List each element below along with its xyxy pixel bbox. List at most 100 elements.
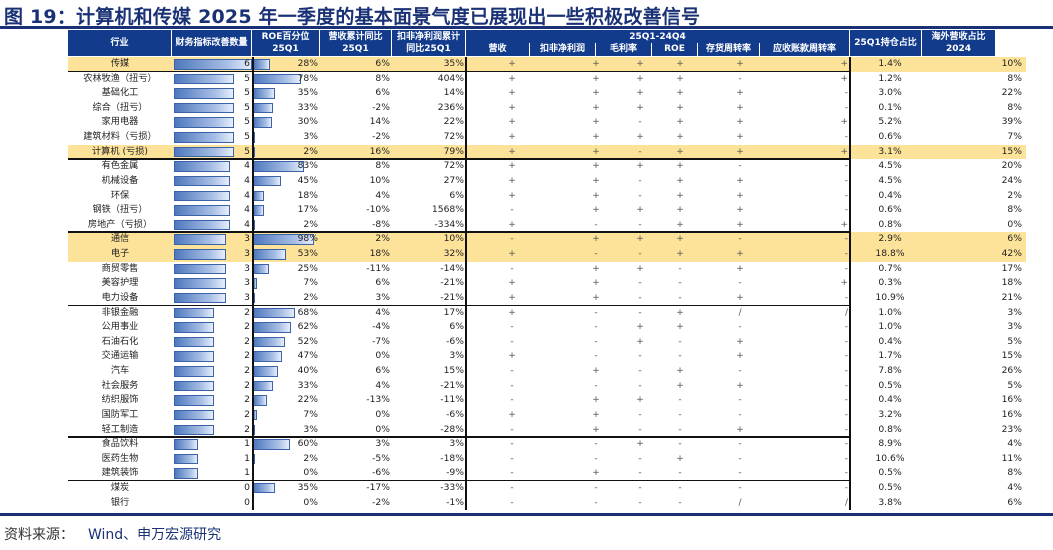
net-profit-yoy: -6% [446,408,464,420]
revenue-yoy: -2% [372,101,390,113]
table-row: 商贸零售 3 25% -11% -14% - + + - + - 0.7% 17% [68,262,1026,277]
change-signal: - [510,439,514,450]
roe-percentile: 60% [297,438,318,450]
change-signal: + [508,249,516,260]
change-signal: - [678,439,682,450]
holding-ratio: 0.1% [878,101,902,113]
count-bar [174,219,230,231]
holding-ratio: 0.3% [878,277,902,289]
change-signal: - [678,395,682,406]
subheader-3: ROE [652,43,698,56]
improve-count: 4 [244,218,250,230]
roe-percentile: 7% [303,408,318,420]
change-signal: - [844,234,848,245]
change-signal: + [592,117,600,128]
change-signal: + [676,132,684,143]
header-improve-count: 财务指标改善数量 [172,30,252,56]
table-row: 国防军工 2 7% 0% -6% + + - - - - 3.2% 16% [68,408,1026,423]
count-bar [174,190,230,202]
subheader-1: 扣非净利润 [530,43,596,56]
improve-count: 2 [244,394,250,406]
holding-ratio: 0.4% [878,335,902,347]
net-profit-yoy: 14% [443,87,464,99]
group-divider [68,436,850,438]
header-group-25q1-24q4: 25Q1-24Q4 [466,30,850,43]
change-signal: - [844,161,848,172]
holding-ratio: 0.4% [878,394,902,406]
improve-count: 0 [244,496,250,508]
change-signal: - [510,205,514,216]
table-row: 交通运输 2 47% 0% 3% + - - - + - 1.7% 15% [68,349,1026,364]
industry-name: 家用电器 [101,116,139,128]
overseas-revenue-ratio: 3% [1007,306,1022,318]
industry-name: 电力设备 [101,291,139,303]
holding-ratio: 7.8% [878,365,902,377]
net-profit-yoy: 72% [443,160,464,172]
improve-count: 3 [244,248,250,260]
holding-ratio: 3.8% [878,496,902,508]
roe-percentile: 3% [303,423,318,435]
net-profit-yoy: 72% [443,131,464,143]
holding-ratio: 0.6% [878,204,902,216]
improve-count: 4 [244,160,250,172]
overseas-revenue-ratio: 10% [1001,58,1022,69]
net-profit-yoy: 35% [443,58,464,69]
change-signal: + [592,395,600,406]
overseas-revenue-ratio: 24% [1001,174,1022,186]
change-signal: - [844,439,848,450]
count-bar [174,439,198,450]
holding-ratio: 3.1% [878,145,902,157]
roe-percentile: 33% [297,101,318,113]
change-signal: + [508,59,516,69]
net-profit-yoy: 3% [449,350,464,362]
change-signal: + [636,205,644,216]
change-signal: + [508,219,516,230]
change-signal: - [638,482,642,493]
change-signal: - [638,146,642,157]
signal-holding-divider [849,57,851,511]
revenue-yoy: -6% [372,467,390,479]
count-bar [174,249,226,260]
change-signal: - [844,409,848,420]
change-signal: - [738,322,742,333]
roe-percentile: 0% [303,496,318,508]
change-signal: + [676,205,684,216]
improve-count: 5 [244,145,250,157]
header-holding-ratio: 25Q1持仓占比 [850,30,922,56]
change-signal: / [844,307,848,318]
change-signal: - [738,453,742,464]
revenue-yoy: 6% [375,87,390,99]
overseas-revenue-ratio: 6% [1007,496,1022,508]
change-signal: - [510,424,514,435]
source-note: 资料来源： Wind、申万宏源研究 [4,524,221,544]
change-signal: - [638,175,642,186]
revenue-yoy: -8% [372,218,390,230]
change-signal: + [676,322,684,333]
subheader-0: 营收 [466,43,530,56]
roe-percentile: 35% [297,481,318,493]
revenue-yoy: 0% [375,408,390,420]
industry-name: 商贸零售 [101,262,139,274]
count-bar [174,73,234,85]
roe-percentile: 40% [297,365,318,377]
bottom-rule [0,513,1053,516]
change-signal: - [510,263,514,274]
net-profit-yoy: 32% [443,248,464,260]
change-signal: + [736,219,744,230]
revenue-yoy: 14% [369,116,390,128]
change-signal: - [510,453,514,464]
net-profit-yoy: -11% [440,394,464,406]
change-signal: - [844,468,848,479]
improve-count: 5 [244,101,250,113]
industry-name: 医药生物 [101,452,139,464]
change-signal: / [738,497,742,508]
table-row: 银行 0 0% -2% -1% - - - - / / 3.8% 6% [68,496,1026,511]
change-signal: - [678,336,682,347]
table-row: 煤炭 0 35% -17% -33% - - - - - - 0.5% 4% [68,481,1026,496]
net-profit-yoy: 236% [437,101,464,113]
change-signal: + [592,175,600,186]
roe-percentile: 47% [297,350,318,362]
count-bar [174,59,252,70]
revenue-yoy: 10% [369,174,390,186]
change-signal: + [676,102,684,113]
